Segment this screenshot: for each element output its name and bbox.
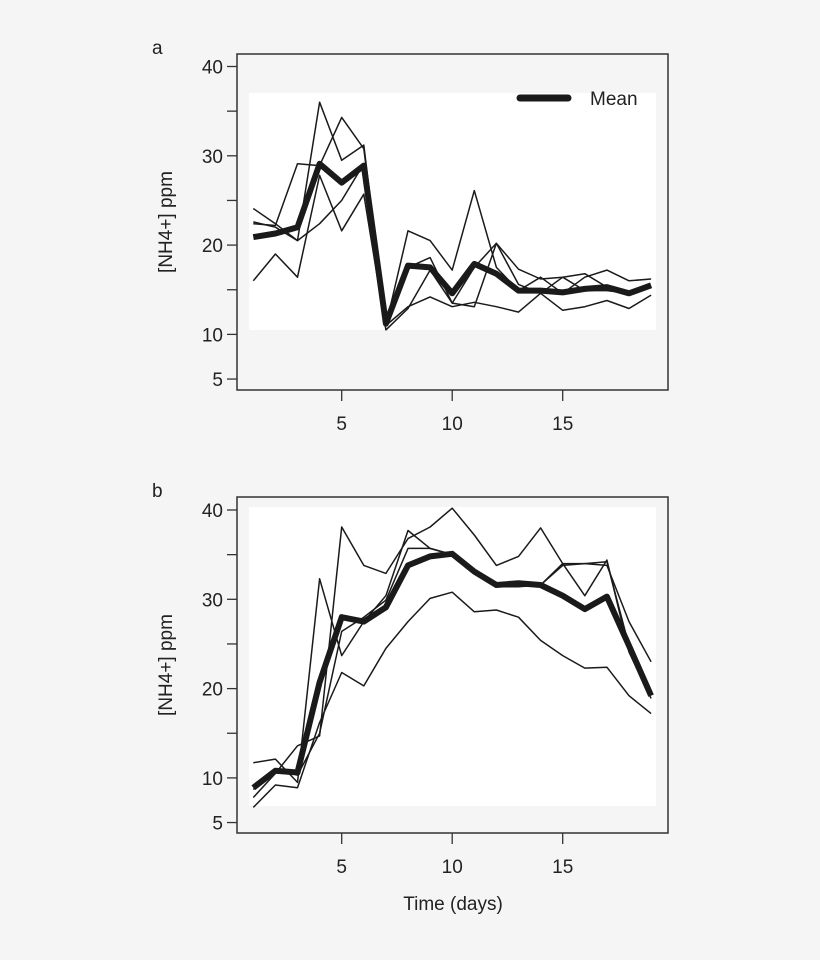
y-tick-label: 5 <box>212 814 223 835</box>
x-tick-label: 5 <box>336 857 347 878</box>
y-tick-label: 40 <box>202 501 223 522</box>
x-tick-label: 5 <box>336 414 347 435</box>
panel-label-b: b <box>152 481 163 502</box>
panel-label-a: a <box>152 38 163 59</box>
series-line-3 <box>252 591 652 808</box>
series-mean-line <box>251 550 654 791</box>
y-tick-label: 30 <box>202 147 223 168</box>
legend-mean-label: Mean <box>590 89 638 110</box>
x-tick-label: 15 <box>552 857 573 878</box>
x-tick-label: 10 <box>442 857 463 878</box>
series-mean-line <box>252 160 653 327</box>
x-tick-label: 15 <box>552 414 573 435</box>
y-tick-label: 30 <box>202 590 223 611</box>
y-tick-label: 40 <box>202 58 223 79</box>
panel-a: a [NH4+] ppm 5 10 20 30 40 5 10 15 Mean <box>152 38 669 435</box>
y-tick-label: 5 <box>212 370 223 391</box>
x-axis-label: Time (days) <box>403 894 503 915</box>
y-tick-label: 10 <box>202 325 223 346</box>
y-tick-label: 20 <box>202 236 223 257</box>
x-tick-label: 10 <box>442 414 463 435</box>
series-line-1 <box>252 101 652 327</box>
y-tick-label: 20 <box>202 680 223 701</box>
panel-b: b [NH4+] ppm Time (days) 5 10 20 30 40 5 10 15 <box>152 481 669 915</box>
y-axis-label-b: [NH4+] ppm <box>156 614 177 716</box>
y-tick-label: 10 <box>202 769 223 790</box>
y-axis-label-a: [NH4+] ppm <box>156 171 177 273</box>
